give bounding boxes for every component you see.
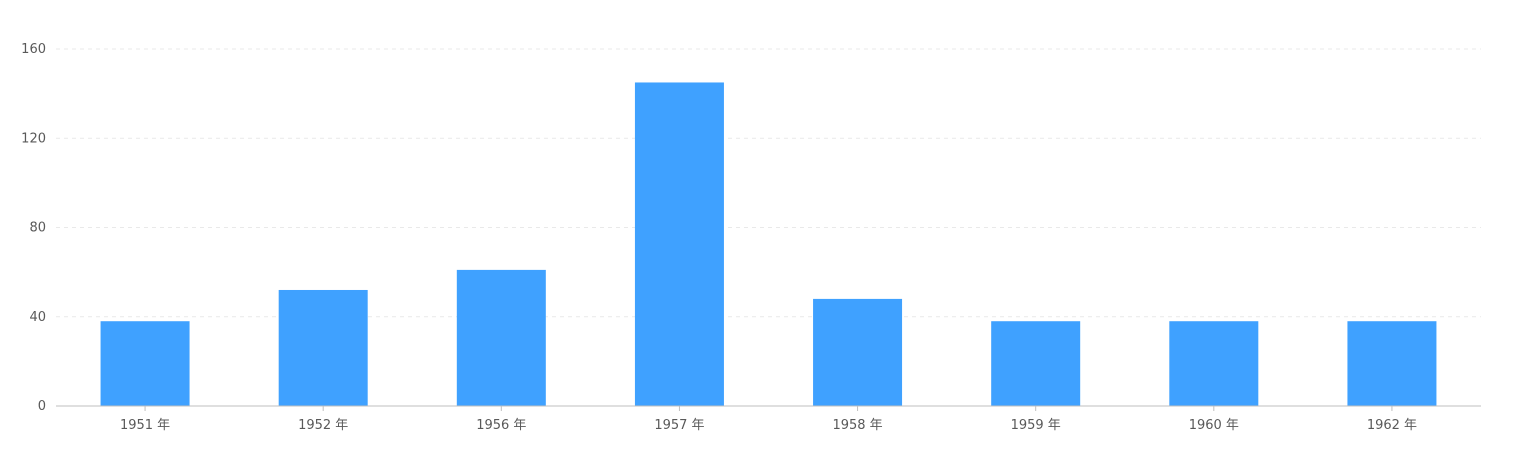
bar[interactable] xyxy=(456,269,546,406)
bar[interactable] xyxy=(100,321,190,406)
bar[interactable] xyxy=(1347,321,1437,406)
x-tick-label: 1962 年 xyxy=(1367,418,1417,433)
bar[interactable] xyxy=(1169,321,1259,406)
bar[interactable] xyxy=(278,289,368,406)
x-tick-label: 1959 年 xyxy=(1011,418,1061,433)
x-tick-label: 1951 年 xyxy=(120,418,170,433)
x-tick-label: 1956 年 xyxy=(476,418,526,433)
bar[interactable] xyxy=(991,321,1081,406)
x-tick-label: 1960 年 xyxy=(1189,418,1239,433)
bar[interactable] xyxy=(813,298,903,406)
y-tick-label: 80 xyxy=(29,221,46,236)
axes: 0 40 80 120 160 1951 年 1952 年 1956 年 1957 年 1958 … xyxy=(21,42,1481,433)
x-tick-label: 1958 年 xyxy=(832,418,882,433)
y-tick-label: 120 xyxy=(21,131,46,146)
gridlines xyxy=(56,48,1481,318)
y-tick-label: 0 xyxy=(38,399,46,414)
bar[interactable] xyxy=(634,82,724,406)
y-tick-label: 160 xyxy=(21,42,46,57)
x-tick-label: 1957 年 xyxy=(654,418,704,433)
bars xyxy=(100,82,1437,406)
x-tick-label: 1952 年 xyxy=(298,418,348,433)
y-tick-label: 40 xyxy=(29,310,46,325)
